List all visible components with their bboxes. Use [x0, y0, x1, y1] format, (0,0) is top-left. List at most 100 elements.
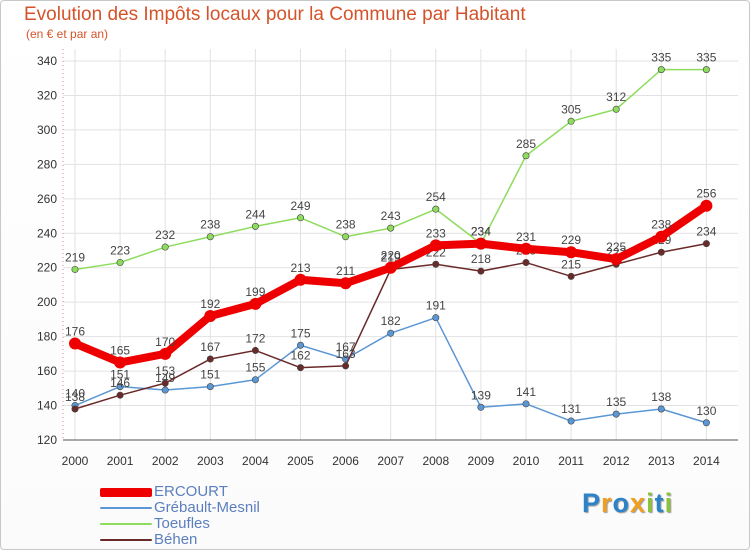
data-point — [522, 259, 530, 267]
data-point — [296, 364, 304, 372]
data-point — [249, 297, 262, 310]
logo-letter: i — [646, 488, 655, 518]
data-point — [657, 248, 665, 256]
y-tick-label: 340 — [37, 54, 57, 68]
data-label: 170 — [155, 335, 175, 349]
data-point — [429, 239, 442, 252]
legend-item: Grébault-Mesnil — [100, 500, 360, 516]
data-label: 199 — [245, 285, 265, 299]
legend-label: Grébault-Mesnil — [154, 499, 260, 516]
data-point — [702, 419, 710, 427]
x-tick-label: 2003 — [197, 454, 224, 468]
data-point — [159, 347, 172, 360]
data-point — [432, 205, 440, 213]
data-label: 225 — [606, 240, 626, 254]
data-label: 141 — [516, 385, 536, 399]
data-label: 234 — [471, 225, 491, 239]
data-point — [565, 246, 578, 259]
data-label: 139 — [471, 388, 491, 402]
legend-label: ERCOURT — [154, 483, 228, 500]
data-label: 135 — [606, 395, 626, 409]
data-label: 155 — [245, 361, 265, 375]
data-label: 151 — [200, 368, 220, 382]
x-tick-label: 2009 — [468, 454, 495, 468]
data-point — [161, 386, 169, 394]
data-point — [251, 346, 259, 354]
data-point — [206, 355, 214, 363]
data-point — [342, 362, 350, 370]
data-label: 238 — [651, 218, 671, 232]
logo-letter: x — [630, 488, 647, 518]
data-label: 238 — [336, 218, 356, 232]
data-point — [339, 277, 352, 290]
data-label: 238 — [200, 218, 220, 232]
data-label: 223 — [110, 244, 130, 258]
data-label: 176 — [65, 325, 85, 339]
legend-item: Toeufles — [100, 516, 360, 532]
x-tick-label: 2013 — [648, 454, 675, 468]
data-label: 249 — [290, 199, 310, 213]
data-point — [567, 272, 575, 280]
data-label: 151 — [110, 368, 130, 382]
data-label: 153 — [155, 364, 175, 378]
data-label: 172 — [245, 331, 265, 345]
data-label: 182 — [381, 314, 401, 328]
data-point — [251, 376, 259, 384]
data-point — [432, 260, 440, 268]
data-point — [657, 66, 665, 74]
data-point — [610, 253, 623, 266]
data-label: 218 — [471, 252, 491, 266]
data-label: 220 — [381, 249, 401, 263]
legend-label: Toeufles — [154, 515, 210, 532]
data-point — [384, 261, 397, 274]
data-point — [702, 66, 710, 74]
data-point — [342, 233, 350, 241]
data-point — [612, 105, 620, 113]
data-point — [567, 417, 575, 425]
logo-letter: t — [654, 488, 665, 518]
data-label: 130 — [696, 404, 716, 418]
data-label: 215 — [561, 257, 581, 271]
data-label: 243 — [381, 209, 401, 223]
data-label: 167 — [200, 340, 220, 354]
data-label: 219 — [65, 250, 85, 264]
data-label: 254 — [426, 190, 446, 204]
data-label: 213 — [290, 261, 310, 275]
x-tick-label: 2005 — [287, 454, 314, 468]
y-tick-label: 120 — [37, 433, 57, 447]
data-label: 229 — [561, 233, 581, 247]
data-label: 175 — [290, 326, 310, 340]
data-point — [474, 237, 487, 250]
data-point — [432, 314, 440, 322]
data-label: 256 — [696, 187, 716, 201]
data-label: 163 — [336, 347, 356, 361]
y-tick-label: 180 — [37, 330, 57, 344]
x-tick-label: 2008 — [422, 454, 449, 468]
data-point — [296, 341, 304, 349]
data-label: 285 — [516, 137, 536, 151]
logo-letter: r — [601, 488, 613, 518]
data-point — [567, 117, 575, 125]
data-point — [522, 152, 530, 160]
legend-swatch — [100, 507, 152, 509]
y-tick-label: 220 — [37, 261, 57, 275]
data-label: 244 — [245, 207, 265, 221]
y-tick-label: 300 — [37, 123, 57, 137]
series-toeufles: 219 223 232 238 244 249 238 243 254 234 285 305 312 3… — [65, 51, 717, 273]
data-point — [294, 273, 307, 286]
legend-label: Béhen — [154, 531, 198, 548]
data-point — [522, 400, 530, 408]
legend-item: ERCOURT — [100, 484, 360, 500]
data-label: 234 — [471, 225, 491, 239]
data-label: 211 — [336, 264, 355, 278]
data-label: 305 — [561, 102, 581, 116]
x-tick-label: 2010 — [513, 454, 540, 468]
chart-subtitle: (en € et par an) — [26, 27, 109, 41]
series-gr-bault-mesnil: 140 151 149 151 155 175 167 182 191 139 141 131 135 1… — [65, 299, 717, 427]
data-point — [206, 383, 214, 391]
x-tick-label: 2006 — [332, 454, 359, 468]
data-label: 167 — [336, 340, 356, 354]
logo-letter: o — [612, 488, 631, 518]
data-label: 131 — [561, 402, 581, 416]
data-point — [71, 405, 79, 413]
